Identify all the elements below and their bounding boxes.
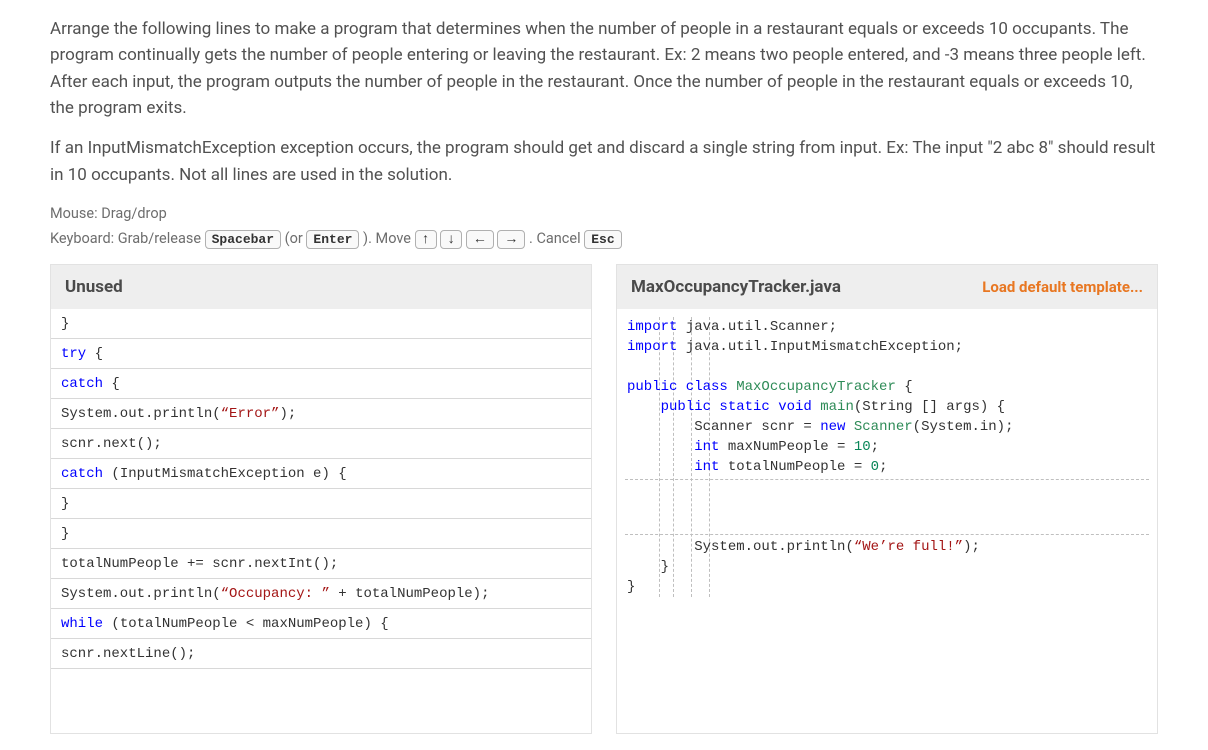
unused-panel-header: Unused xyxy=(51,265,591,309)
code-fragment[interactable]: System.out.println(“Occupancy: ” + total… xyxy=(51,579,591,609)
grab-text: Grab/release xyxy=(118,230,201,247)
key-esc: Esc xyxy=(584,230,621,250)
load-default-template-link[interactable]: Load default template... xyxy=(982,278,1143,296)
key-left: ← xyxy=(466,230,494,249)
code-line: int totalNumPeople = 0; xyxy=(617,457,1157,477)
code-fragment[interactable]: scnr.next(); xyxy=(51,429,591,459)
code-fragment[interactable]: } xyxy=(51,489,591,519)
unused-list[interactable]: }try {catch {System.out.println(“Error”)… xyxy=(51,309,591,669)
unused-panel-title: Unused xyxy=(65,277,123,297)
code-fragment[interactable]: while (totalNumPeople < maxNumPeople) { xyxy=(51,609,591,639)
or-text: (or xyxy=(285,230,303,247)
solution-panel: MaxOccupancyTracker.java Load default te… xyxy=(616,264,1158,734)
mouse-text: Drag/drop xyxy=(101,205,167,222)
instruction-paragraph-1: Arrange the following lines to make a pr… xyxy=(50,16,1158,121)
code-line: import java.util.InputMismatchException; xyxy=(617,337,1157,357)
code-line: import java.util.Scanner; xyxy=(617,317,1157,337)
code-line: } xyxy=(617,557,1157,577)
workspace: Unused }try {catch {System.out.println(“… xyxy=(50,264,1158,734)
mouse-hint-row: Mouse: Drag/drop xyxy=(50,202,1158,225)
controls-hint: Mouse: Drag/drop Keyboard: Grab/release … xyxy=(50,202,1158,250)
code-fragment[interactable]: scnr.nextLine(); xyxy=(51,639,591,669)
drop-slot[interactable] xyxy=(625,479,1149,535)
code-fragment[interactable]: } xyxy=(51,309,591,339)
close-paren: ). xyxy=(363,230,372,247)
instructions: Arrange the following lines to make a pr… xyxy=(50,16,1158,188)
code-line: public class MaxOccupancyTracker { xyxy=(617,377,1157,397)
key-right: → xyxy=(497,230,525,249)
code-line: public static void main(String [] args) … xyxy=(617,397,1157,417)
code-fragment[interactable]: try { xyxy=(51,339,591,369)
cancel-text: Cancel xyxy=(536,230,580,247)
code-fragment[interactable]: } xyxy=(51,519,591,549)
key-spacebar: Spacebar xyxy=(205,230,281,250)
solution-panel-title: MaxOccupancyTracker.java xyxy=(631,277,841,297)
code-line: Scanner scnr = new Scanner(System.in); xyxy=(617,417,1157,437)
code-area[interactable]: import java.util.Scanner;import java.uti… xyxy=(617,309,1157,605)
instruction-paragraph-2: If an InputMismatchException exception o… xyxy=(50,135,1158,188)
code-line: int maxNumPeople = 10; xyxy=(617,437,1157,457)
code-line: System.out.println(“We’re full!”); xyxy=(617,537,1157,557)
code-fragment[interactable]: catch { xyxy=(51,369,591,399)
dot: . xyxy=(529,230,533,247)
keyboard-hint-row: Keyboard: Grab/release Spacebar (or Ente… xyxy=(50,227,1158,250)
code-line xyxy=(617,357,1157,377)
code-line: } xyxy=(617,577,1157,597)
code-fragment[interactable]: System.out.println(“Error”); xyxy=(51,399,591,429)
key-down: ↓ xyxy=(440,230,462,249)
key-enter: Enter xyxy=(306,230,359,250)
code-fragment[interactable]: totalNumPeople += scnr.nextInt(); xyxy=(51,549,591,579)
mouse-label: Mouse: xyxy=(50,205,98,222)
unused-panel: Unused }try {catch {System.out.println(“… xyxy=(50,264,592,734)
key-up: ↑ xyxy=(415,230,437,249)
code-fragment[interactable]: catch (InputMismatchException e) { xyxy=(51,459,591,489)
solution-panel-header: MaxOccupancyTracker.java Load default te… xyxy=(617,265,1157,309)
move-text: Move xyxy=(376,230,411,247)
keyboard-label: Keyboard: xyxy=(50,230,114,247)
